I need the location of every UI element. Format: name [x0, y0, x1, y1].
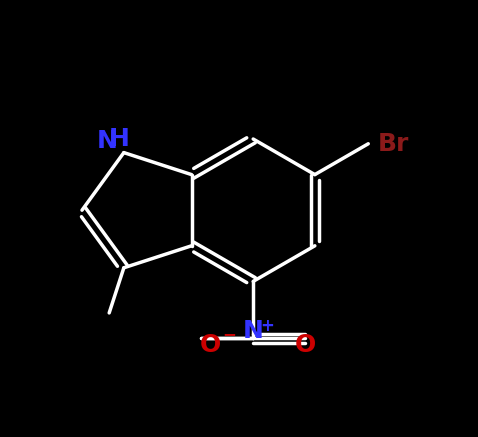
Text: O: O: [295, 333, 316, 357]
Text: Br: Br: [378, 132, 409, 156]
Text: −: −: [223, 325, 237, 343]
Text: N: N: [243, 319, 264, 343]
Text: O: O: [200, 333, 221, 357]
Text: +: +: [261, 317, 274, 336]
Text: N: N: [97, 129, 118, 153]
Text: H: H: [109, 127, 130, 151]
